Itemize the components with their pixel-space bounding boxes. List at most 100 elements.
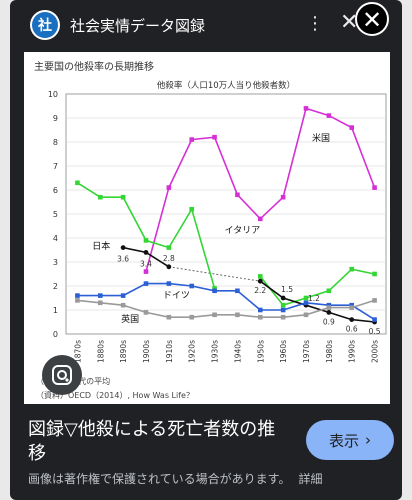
close-icon[interactable]: ✕ bbox=[355, 2, 389, 36]
data-point bbox=[120, 245, 126, 251]
data-point bbox=[235, 312, 240, 318]
series-line-イタリア bbox=[259, 268, 375, 307]
chevron-right-icon: › bbox=[365, 431, 371, 449]
series-line-英国 bbox=[77, 299, 375, 319]
data-point bbox=[349, 125, 355, 130]
data-point bbox=[189, 314, 195, 320]
y-tick-label: 5 bbox=[53, 210, 58, 219]
data-point bbox=[280, 302, 286, 308]
series-label: 英国 bbox=[121, 313, 139, 325]
data-point bbox=[97, 293, 103, 298]
data-point bbox=[143, 250, 149, 255]
data-point bbox=[326, 113, 332, 118]
chart-image: 主要国の他殺率の長期推移 他殺率（人口10万人当り他殺者数） 0 1 2 3 4 5 6 7 8 9… bbox=[24, 52, 390, 404]
data-point bbox=[257, 278, 263, 284]
x-tick-label: 1870s bbox=[73, 340, 82, 363]
data-point bbox=[143, 310, 149, 315]
data-point bbox=[257, 307, 263, 313]
data-point bbox=[349, 305, 355, 310]
data-point bbox=[75, 180, 80, 186]
data-label: 3.6 bbox=[117, 255, 129, 264]
y-tick-label: 7 bbox=[53, 162, 58, 171]
data-point bbox=[166, 264, 172, 270]
y-tick-label: 10 bbox=[48, 90, 58, 99]
data-point bbox=[349, 266, 355, 272]
data-point bbox=[235, 192, 240, 198]
data-point bbox=[120, 302, 126, 308]
data-point bbox=[257, 216, 263, 222]
image-caption[interactable]: 図録▽他殺による死亡者数の推移 bbox=[28, 419, 276, 464]
data-point bbox=[349, 302, 355, 308]
data-point bbox=[212, 134, 217, 140]
show-button[interactable]: 表示 › bbox=[306, 420, 394, 460]
image-viewer-card: 社 社会実情データ図録 ⋮ ✕ 主要国の他殺率の長期推移 他殺率（人口10万人当… bbox=[10, 0, 402, 500]
data-label: 1.5 bbox=[281, 285, 293, 294]
series-label: 米国 bbox=[312, 132, 330, 144]
close-icon[interactable]: ✕ bbox=[340, 10, 359, 35]
data-point bbox=[257, 314, 263, 320]
site-logo[interactable]: 社 bbox=[30, 10, 60, 40]
source-note-2: （資料）OECD（2014）, How Was Life？ bbox=[36, 391, 194, 400]
data-point bbox=[97, 194, 103, 200]
site-logo-mark: 社 bbox=[32, 12, 58, 38]
more-vert-icon[interactable]: ⋮ bbox=[306, 13, 324, 34]
data-point bbox=[372, 317, 377, 322]
data-point bbox=[235, 288, 240, 294]
data-label: 3.4 bbox=[140, 259, 152, 268]
x-tick-label: 2000s bbox=[371, 340, 380, 363]
data-point bbox=[280, 307, 286, 313]
data-point bbox=[280, 295, 286, 301]
data-point bbox=[75, 293, 80, 298]
series-label: 日本 bbox=[92, 240, 110, 252]
data-point bbox=[212, 288, 217, 294]
data-point bbox=[189, 283, 195, 289]
copyright-text: 画像は著作権で保護されている場合があります。 bbox=[28, 472, 291, 486]
series-line-日本 bbox=[259, 280, 375, 323]
data-point bbox=[280, 314, 286, 320]
data-point bbox=[303, 106, 309, 111]
data-point bbox=[303, 300, 309, 306]
figure-title: 主要国の他殺率の長期推移 bbox=[34, 62, 154, 73]
data-point bbox=[166, 314, 172, 320]
data-point bbox=[97, 300, 103, 306]
data-point bbox=[120, 293, 126, 298]
data-point bbox=[372, 271, 377, 277]
x-tick-label: 1900s bbox=[142, 340, 151, 363]
data-point bbox=[75, 298, 80, 303]
viewer-header: 社 社会実情データ図録 ⋮ ✕ bbox=[10, 0, 402, 50]
copyright-notice: 画像は著作権で保護されている場合があります。 詳細 bbox=[28, 470, 322, 487]
series-label: ドイツ bbox=[163, 291, 190, 301]
data-point bbox=[189, 206, 195, 212]
data-label: 0.9 bbox=[323, 317, 335, 326]
y-tick-label: 4 bbox=[53, 234, 58, 243]
x-tick-label: 1890s bbox=[119, 340, 128, 363]
y-tick-label: 3 bbox=[53, 258, 58, 267]
series-line-ドイツ bbox=[77, 282, 375, 321]
data-point bbox=[166, 245, 172, 250]
line-chart: 他殺率（人口10万人当り他殺者数） 0 1 2 3 4 5 6 7 8 9 10 1870s 1880s 1… bbox=[48, 80, 387, 363]
y-tick-label: 9 bbox=[53, 114, 58, 123]
data-point bbox=[372, 185, 377, 190]
data-point bbox=[372, 298, 377, 303]
details-link[interactable]: 詳細 bbox=[298, 472, 323, 486]
x-tick-label: 1940s bbox=[233, 340, 242, 363]
data-point bbox=[257, 274, 263, 279]
japan-gap-line bbox=[168, 266, 261, 282]
data-label: 2.8 bbox=[163, 254, 175, 263]
data-point bbox=[280, 194, 286, 200]
x-tick-label: 1920s bbox=[188, 340, 197, 363]
y-tick-label: 8 bbox=[53, 138, 58, 147]
data-point bbox=[143, 269, 149, 274]
lens-search-button[interactable] bbox=[42, 355, 82, 395]
data-point bbox=[303, 312, 309, 318]
y-tick-label: 0 bbox=[53, 330, 58, 339]
data-point bbox=[326, 305, 332, 310]
x-tick-label: 1950s bbox=[256, 340, 265, 363]
data-point bbox=[303, 295, 309, 301]
data-point bbox=[349, 317, 355, 322]
data-point bbox=[212, 312, 217, 318]
data-label: 2.2 bbox=[254, 286, 266, 295]
data-point bbox=[212, 286, 217, 291]
site-title[interactable]: 社会実情データ図録 bbox=[70, 17, 206, 35]
